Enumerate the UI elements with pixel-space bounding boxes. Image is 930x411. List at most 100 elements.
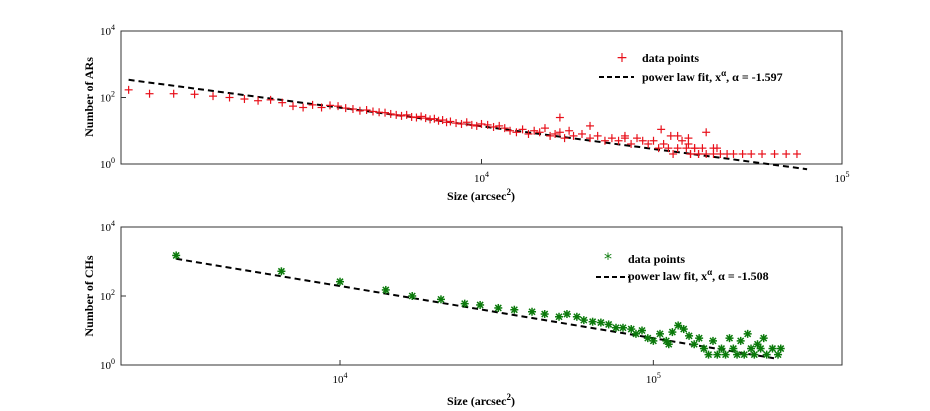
ch-y-tick-label: 100: [100, 357, 115, 372]
ar-data-point: [225, 93, 234, 102]
ch-data-point: [768, 344, 777, 353]
ar-data-point: [483, 120, 492, 129]
ar-data-point: [698, 144, 707, 153]
ar-data-point: [524, 129, 533, 138]
ar-data-point: [266, 95, 275, 104]
ch-data-point: [690, 340, 699, 349]
ar-data-point: [633, 134, 642, 143]
ar-data-point: [535, 128, 544, 137]
ar-data-point: [289, 102, 298, 111]
ar-plot-area: [120, 30, 843, 165]
ar-data-point: [678, 136, 687, 145]
ar-data-point: [659, 139, 668, 148]
ar-data-point: [607, 134, 616, 143]
ch-data-point: [631, 329, 640, 338]
ar-data-points: [124, 85, 801, 158]
ar-x-axis-label: Size (arcsec2): [447, 187, 515, 203]
ar-data-point: [209, 92, 218, 101]
ar-data-point: [452, 119, 461, 128]
ch-data-point: [476, 300, 485, 309]
ar-data-point: [402, 110, 411, 119]
ar-y-tick-label: 100: [100, 156, 115, 171]
ar-data-point: [190, 90, 199, 99]
ch-legend-fit-label: power law fit, xα, α = -1.508: [628, 267, 769, 283]
ar-data-point: [666, 131, 675, 140]
ch-data-point: [540, 310, 549, 319]
ar-data-point: [530, 126, 539, 135]
ar-data-point: [738, 149, 747, 158]
ch-data-point: [674, 321, 683, 330]
ch-data-point: [381, 285, 390, 294]
ar-data-point: [770, 149, 779, 158]
ar-y-axis-label: Number of ARs: [82, 57, 96, 137]
ch-data-point: [679, 325, 688, 334]
ch-data-point: [717, 344, 726, 353]
ar-data-point: [392, 110, 401, 119]
ar-data-point: [586, 134, 595, 143]
ar-data-point: [565, 126, 574, 135]
ar-data-point: [381, 108, 390, 117]
ch-data-point: [336, 277, 345, 286]
ar-data-point: [412, 113, 421, 122]
ar-data-point: [426, 115, 435, 124]
ar-x-ticks: 104 105: [474, 159, 850, 185]
ar-data-point: [747, 149, 756, 158]
ar-data-point: [254, 96, 263, 105]
ar-data-point: [577, 129, 586, 138]
ar-legend-data-label: data points: [642, 51, 699, 65]
ar-data-point: [169, 89, 178, 98]
ar-data-point: [495, 121, 504, 130]
ar-data-point: [709, 149, 718, 158]
ch-data-point: [436, 295, 445, 304]
ar-data-point: [560, 134, 569, 143]
ar-data-point: [712, 144, 721, 153]
ch-data-point: [460, 299, 469, 308]
ch-x-tick-label: 105: [646, 371, 661, 386]
ar-data-point: [278, 98, 287, 107]
ch-data-point: [579, 316, 588, 325]
ar-data-point: [446, 117, 455, 126]
ar-data-point: [506, 126, 515, 135]
ar-data-point: [355, 106, 364, 115]
ch-data-point: [729, 344, 738, 353]
ar-x-tick-label: 105: [835, 170, 850, 185]
ar-data-point: [586, 121, 595, 130]
ch-data-points: [172, 251, 785, 359]
ar-data-point: [702, 128, 711, 137]
ar-data-point: [462, 118, 471, 127]
ch-data-point: [408, 292, 417, 300]
ch-y-axis-label: Number of CHs: [82, 255, 96, 336]
ch-data-point: [655, 329, 664, 338]
ar-data-point: [593, 131, 602, 140]
ch-data-point: [774, 350, 783, 359]
ch-data-point: [695, 334, 704, 343]
ch-data-point: [638, 326, 647, 335]
ch-data-point: [172, 251, 181, 260]
ar-data-point: [654, 144, 663, 153]
ar-data-point: [442, 118, 451, 127]
ar-data-point: [317, 103, 326, 112]
ch-y-ticks: 100 102 104: [100, 219, 126, 372]
ar-data-point: [434, 116, 443, 125]
ar-data-point: [489, 122, 498, 131]
ch-data-point: [759, 334, 768, 343]
ar-data-point: [600, 136, 609, 145]
ar-y-ticks: 100 102 104: [100, 23, 126, 171]
ar-data-point: [684, 139, 693, 148]
ch-data-point: [713, 350, 722, 359]
ch-data-point: [555, 312, 564, 321]
ch-data-point: [708, 336, 717, 345]
ch-y-tick-label: 102: [100, 288, 115, 303]
ar-data-point: [673, 144, 682, 153]
ch-data-point: [588, 317, 597, 326]
ch-data-point: [750, 350, 759, 359]
ar-data-point: [308, 100, 317, 109]
ar-data-point: [500, 124, 509, 133]
ar-data-point: [644, 139, 653, 148]
ar-data-point: [334, 102, 343, 111]
ar-legend-marker: +: [616, 50, 628, 66]
ar-data-point: [472, 121, 481, 130]
ar-data-point: [421, 114, 430, 123]
ar-data-point: [124, 85, 133, 94]
